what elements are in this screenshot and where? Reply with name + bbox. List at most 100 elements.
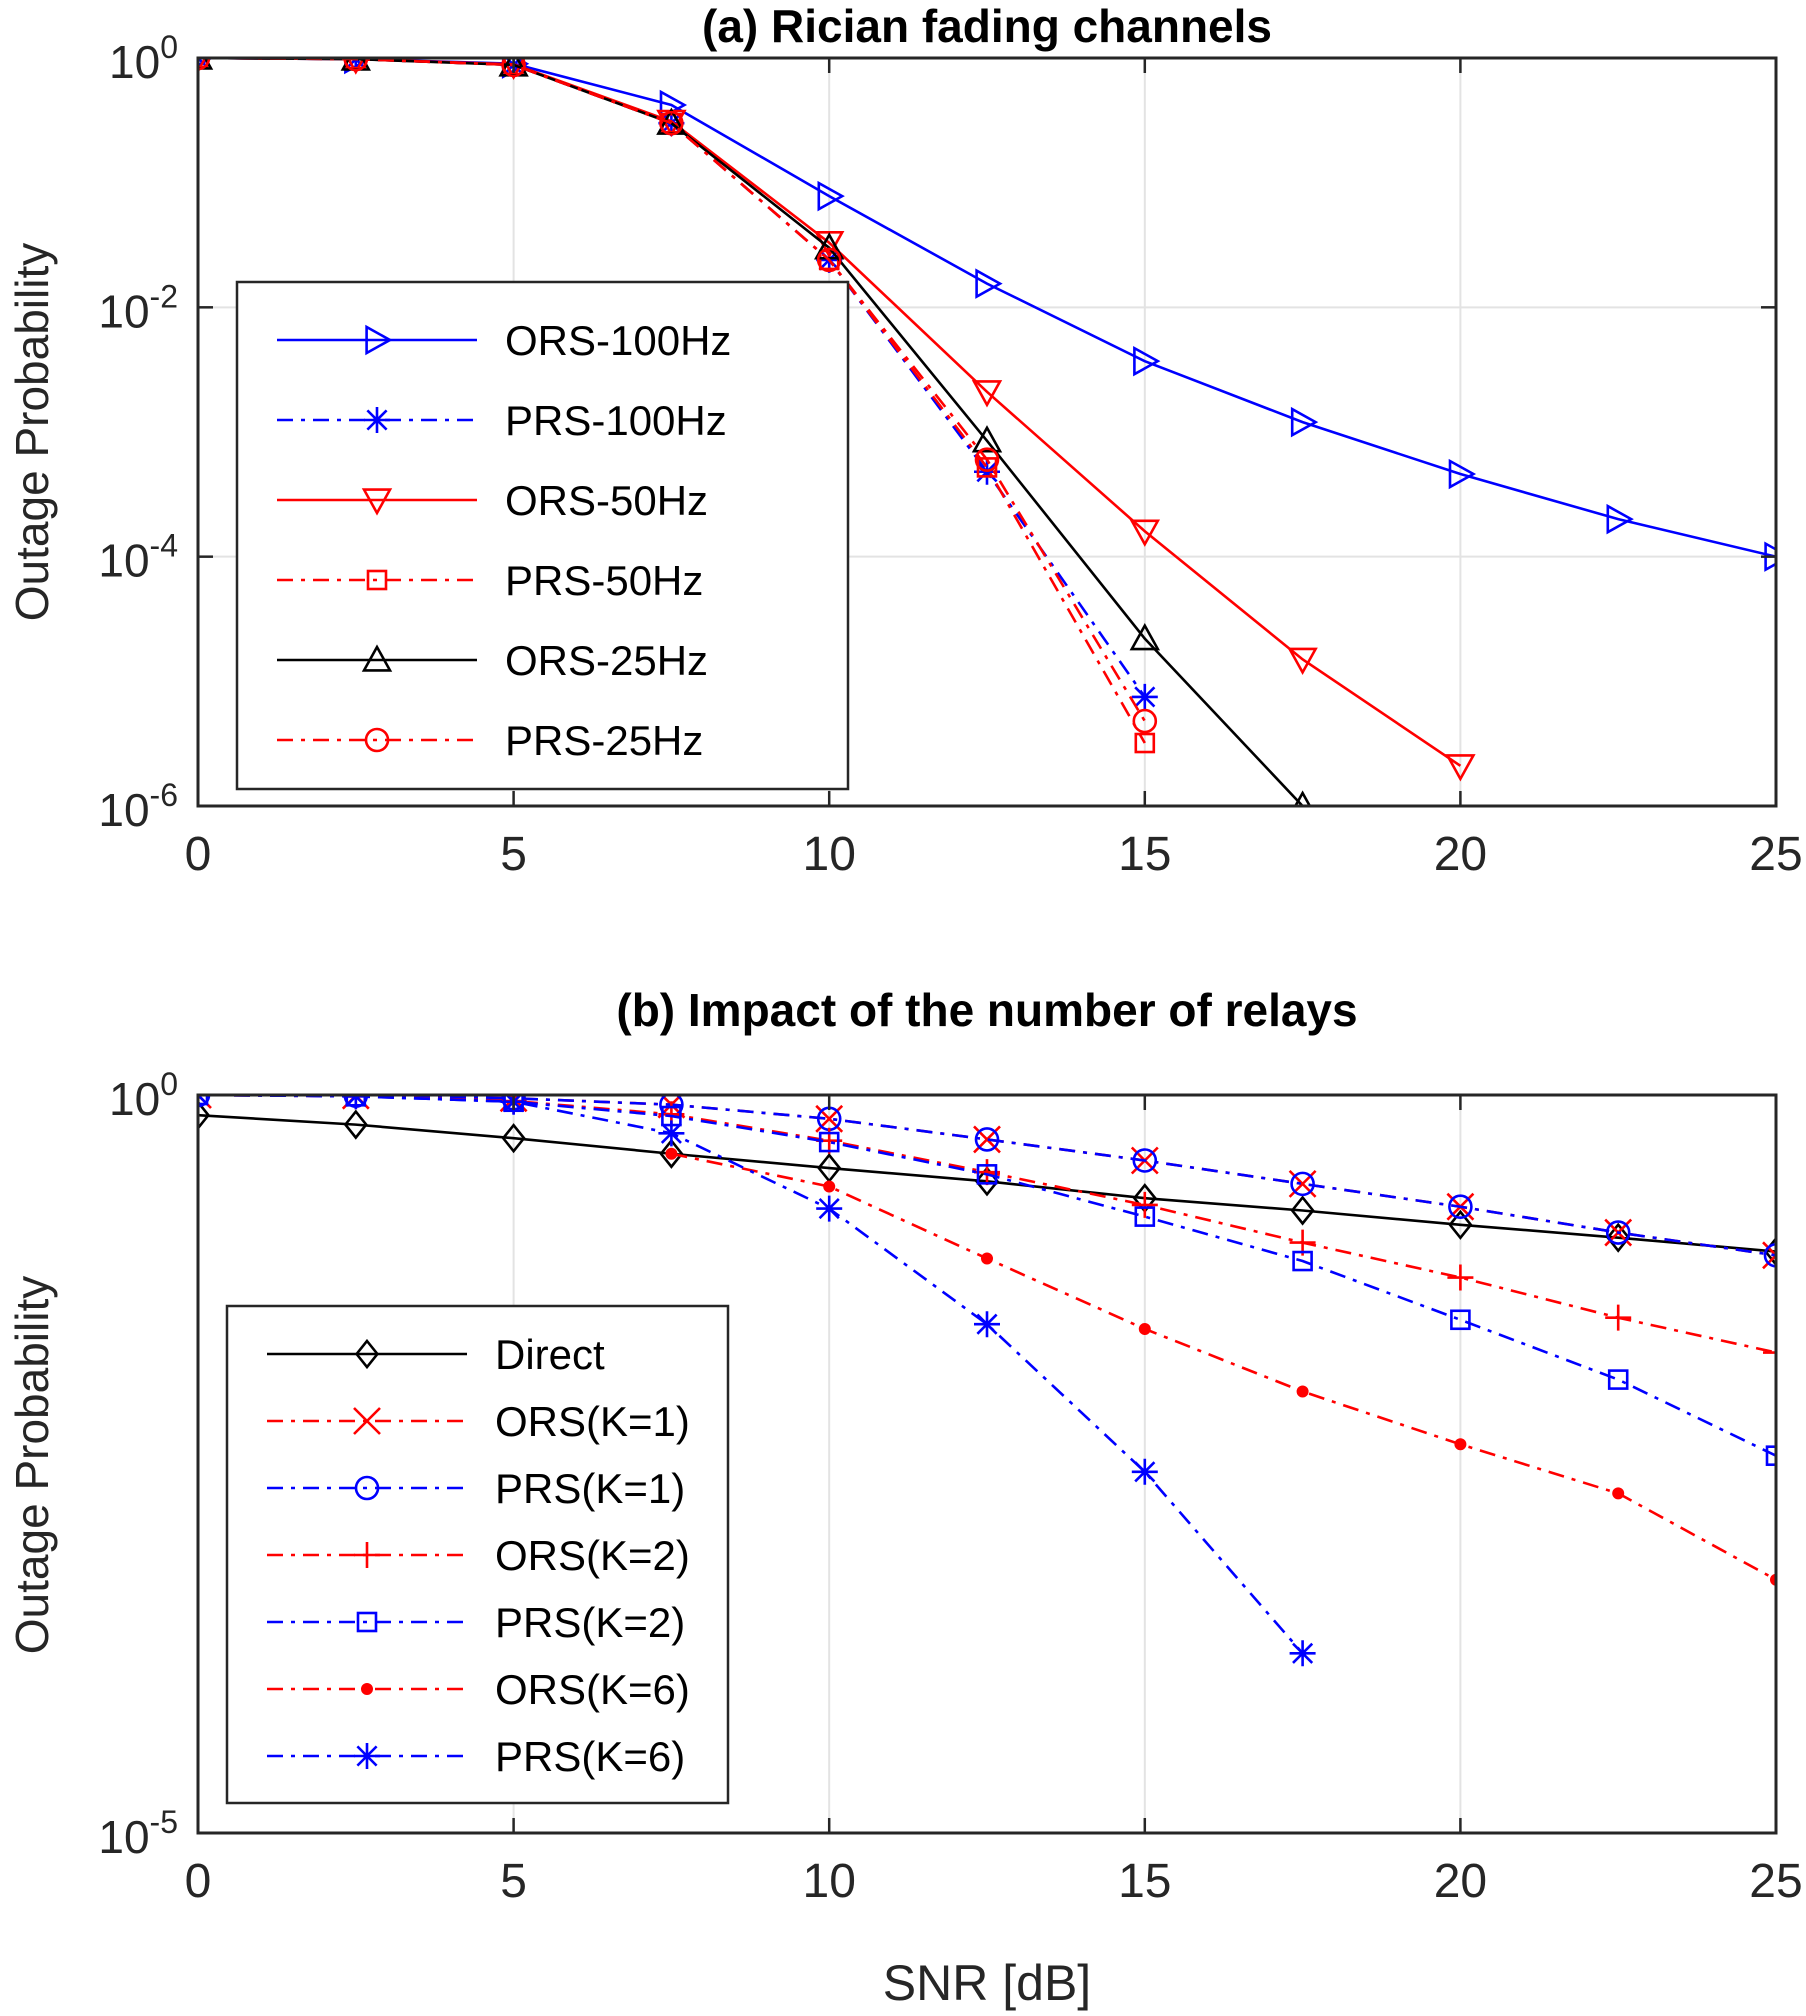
chart-b-series-4-point bbox=[1607, 1369, 1629, 1390]
chart-b-series-line-5 bbox=[671, 1152, 1776, 1581]
chart-b-series-6-point bbox=[1131, 1458, 1158, 1485]
chart-a-series-5-point bbox=[974, 447, 1000, 472]
chart-a-legend-label-1: PRS-100Hz bbox=[505, 397, 727, 444]
chart-b-legend-marker-3 bbox=[354, 1542, 380, 1568]
chart-a-xtick-label: 5 bbox=[500, 828, 527, 881]
chart-b-series-2-point bbox=[1763, 1243, 1776, 1268]
chart-b-series-5-point bbox=[1612, 1487, 1625, 1500]
chart-b-series-2-point bbox=[1290, 1171, 1315, 1197]
chart-a-series-5-point bbox=[659, 110, 684, 136]
chart-a-series-2-point bbox=[1287, 647, 1318, 676]
chart-b-series-5-point bbox=[981, 1252, 993, 1265]
chart-b-legend-label-2: PRS(K=1) bbox=[495, 1465, 685, 1512]
chart-a-xtick-label: 20 bbox=[1434, 828, 1487, 881]
chart-a-legend-marker-4 bbox=[361, 644, 393, 672]
chart-a-legend-marker-3 bbox=[366, 569, 388, 591]
chart-a-series-5-point bbox=[1132, 708, 1158, 734]
chart-b-series-0-point bbox=[1448, 1209, 1473, 1240]
chart-b-series-0-point bbox=[1606, 1222, 1631, 1253]
chart-b-legend-label-3: ORS(K=2) bbox=[495, 1532, 690, 1579]
chart-b-xtick-label: 15 bbox=[1118, 1855, 1171, 1908]
chart-b-series-3-point bbox=[1605, 1304, 1632, 1331]
chart-a-legend-box bbox=[235, 280, 850, 791]
chart-a-series-2-point bbox=[1129, 519, 1161, 547]
panel-b: (b) Impact of the number of relays 0 5 10 1… bbox=[6, 984, 1803, 2011]
chart-b-series-4-point bbox=[818, 1131, 840, 1153]
chart-b-legend-label-4: PRS(K=2) bbox=[495, 1599, 685, 1646]
chart-b-series-2-point bbox=[1448, 1194, 1473, 1220]
chart-b-series-6-point bbox=[974, 1311, 1000, 1338]
chart-a-ytick-label: 10-6 bbox=[98, 777, 178, 836]
chart-a-legend-marker-0 bbox=[365, 324, 393, 356]
chart-a-xtick-label: 10 bbox=[803, 828, 856, 881]
chart-b-series-3-point bbox=[1763, 1339, 1776, 1366]
chart-b-xtick-label: 25 bbox=[1749, 1855, 1802, 1908]
chart-b-legend-label-1: ORS(K=1) bbox=[495, 1398, 690, 1445]
chart-b-legend-marker-5 bbox=[361, 1683, 373, 1695]
chart-b-series-0-point bbox=[343, 1109, 368, 1140]
chart-b-series-5-point bbox=[1454, 1438, 1467, 1451]
panel-a: (a) Rician fading channels 0 5 10 15 20 25 100… bbox=[6, 0, 1803, 881]
chart-b-legend-marker-1 bbox=[353, 1407, 381, 1435]
chart-a-series-0-point bbox=[1606, 503, 1634, 535]
chart-b-series-1-point bbox=[1288, 1169, 1317, 1198]
chart-a-series-0-point bbox=[1133, 345, 1161, 377]
chart-b-legend-label-5: ORS(K=6) bbox=[495, 1666, 690, 1713]
chart-b-series-2-point bbox=[1605, 1220, 1631, 1245]
chart-b-series-line-2 bbox=[198, 1095, 1776, 1257]
chart-b-ytick-label: 100 bbox=[109, 1066, 178, 1125]
chart-a-plot-frame bbox=[196, 56, 1778, 808]
chart-b-legend-marker-4 bbox=[356, 1611, 378, 1633]
chart-b-legend-marker-6 bbox=[354, 1743, 380, 1769]
chart-b-series-5-point bbox=[665, 1147, 678, 1160]
chart-a-ylabel: Outage Probability bbox=[6, 243, 58, 621]
chart-a-ticks: 0 5 10 15 20 25 100 10-2 10-4 10-6 bbox=[98, 29, 1802, 881]
chart-b-legend-marker-0 bbox=[354, 1338, 380, 1370]
chart-b-legend-label-6: PRS(K=6) bbox=[495, 1733, 685, 1780]
chart-a-series-0-point bbox=[1448, 458, 1477, 490]
chart-b-series-2-point bbox=[974, 1127, 1000, 1152]
chart-b-series-6-point bbox=[1289, 1640, 1316, 1667]
chart-a-legend-label-0: ORS-100Hz bbox=[505, 317, 731, 364]
chart-b-series-4-point bbox=[1765, 1445, 1776, 1466]
chart-b-xtick-label: 20 bbox=[1434, 1855, 1487, 1908]
chart-b-series-0-point bbox=[1290, 1195, 1315, 1226]
chart-b-series-6-point bbox=[816, 1195, 843, 1222]
chart-b-legend-marker-2 bbox=[354, 1475, 380, 1501]
chart-b-series-5-point bbox=[1138, 1322, 1151, 1335]
chart-a-xtick-label: 15 bbox=[1118, 828, 1171, 881]
chart-b-series-2-point bbox=[1132, 1148, 1158, 1173]
chart-a-series-5-point bbox=[501, 58, 526, 78]
chart-b-xtick-label: 5 bbox=[500, 1855, 527, 1908]
chart-a-legend: ORS-100Hz PRS-100Hz ORS-50Hz PRS-50Hz ORS-25… bbox=[235, 280, 850, 791]
chart-b-series-5-point bbox=[823, 1180, 836, 1193]
chart-a-legend-marker-5 bbox=[364, 727, 390, 753]
chart-b-xtick-label: 10 bbox=[803, 1855, 856, 1908]
chart-a-title: (a) Rician fading channels bbox=[702, 0, 1272, 52]
chart-b-legend: Direct ORS(K=1) PRS(K=1) ORS(K=2) PRS(K=2) OR… bbox=[225, 1304, 730, 1805]
chart-b-ticks: 0 5 10 15 20 25 100 10-5 bbox=[98, 1066, 1802, 1908]
chart-a-ytick-label: 10-2 bbox=[98, 278, 178, 337]
chart-a-series-2-point bbox=[971, 380, 1003, 408]
chart-b-series-3-point bbox=[1447, 1264, 1474, 1291]
chart-a-legend-marker-2 bbox=[361, 488, 393, 516]
chart-a-legend-label-2: ORS-50Hz bbox=[505, 477, 708, 524]
chart-a-legend-label-5: PRS-25Hz bbox=[505, 717, 703, 764]
chart-b-series-4-point bbox=[1450, 1309, 1471, 1331]
chart-b-series-0-point bbox=[501, 1123, 526, 1154]
chart-a-series-2-point bbox=[1445, 754, 1476, 782]
chart-a-legend-label-4: ORS-25Hz bbox=[505, 637, 708, 684]
chart-a-series-1-point bbox=[1131, 683, 1158, 710]
chart-a-series-5-point bbox=[816, 247, 842, 273]
chart-a-series-3-point bbox=[1134, 732, 1156, 754]
chart-a-xtick-label: 25 bbox=[1749, 828, 1802, 881]
chart-b-ylabel: Outage Probability bbox=[6, 1276, 58, 1654]
chart-b-series-4-point bbox=[1292, 1250, 1313, 1272]
chart-a-series-0-point bbox=[817, 180, 845, 212]
chart-a-ytick-label: 10-4 bbox=[98, 528, 178, 587]
chart-b-xlabel: SNR [dB] bbox=[883, 1955, 1091, 2011]
chart-b-legend-label-0: Direct bbox=[495, 1331, 605, 1378]
chart-b-xtick-label: 0 bbox=[185, 1855, 212, 1908]
chart-b-series-5-point bbox=[1296, 1385, 1309, 1398]
